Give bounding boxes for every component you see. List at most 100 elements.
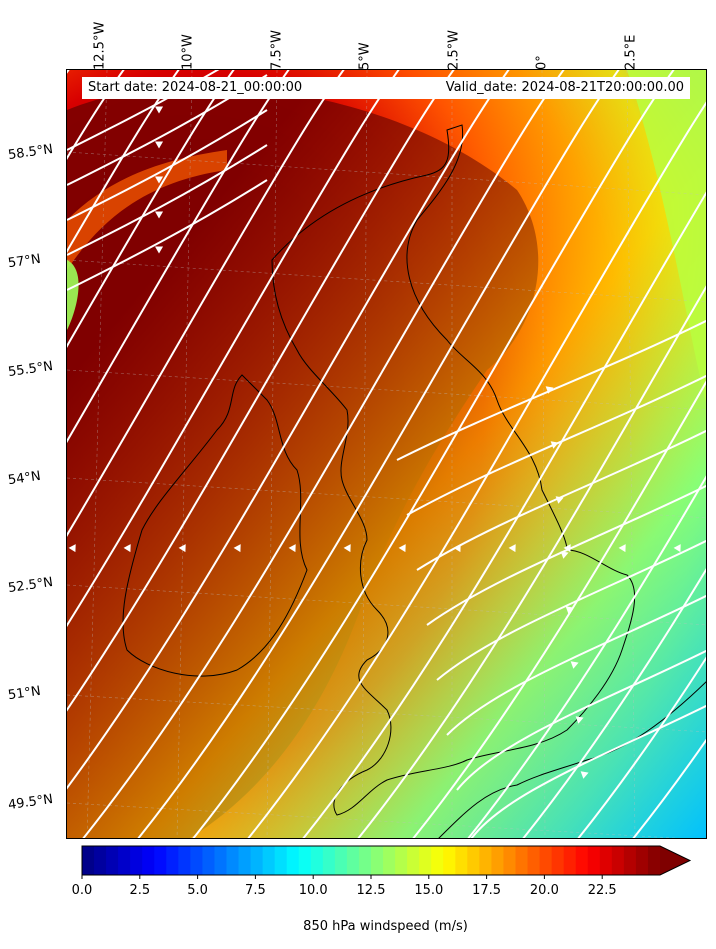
- colorbar-block: [383, 846, 396, 875]
- colorbar-block: [419, 846, 432, 875]
- colorbar-outline: [81, 845, 692, 876]
- colorbar-block: [599, 846, 613, 875]
- colorbar-block: [623, 846, 637, 875]
- colorbar-block: [298, 846, 312, 875]
- colorbar-block: [635, 846, 649, 875]
- colorbar-block: [371, 846, 384, 875]
- lat-label-57n: 57°N: [7, 251, 42, 272]
- colorbar-block: [142, 846, 155, 875]
- streamline-arrow: [178, 544, 186, 553]
- colorbar-tick-label: 2.5: [129, 883, 151, 898]
- colorbar-block: [274, 846, 288, 875]
- colorbar-block: [286, 846, 300, 875]
- streamline-arrow: [155, 141, 164, 149]
- colorbar-tick-label: 0.0: [71, 883, 93, 898]
- colorbar-block: [154, 846, 167, 875]
- map-panel: [66, 69, 707, 839]
- colorbar-ticks: [81, 875, 603, 879]
- lon-label-7-5w: 7.5°W: [269, 29, 285, 70]
- lon-label-10w: 10°W: [180, 34, 196, 70]
- graticule: [67, 70, 706, 838]
- coastline-france: [438, 681, 706, 838]
- colorbar-block: [563, 846, 577, 875]
- colorbar-block: [551, 846, 565, 875]
- colorbar-block: [455, 846, 468, 875]
- colorbar-block: [503, 846, 517, 875]
- streamline-arrow: [508, 544, 516, 553]
- colorbar-block: [202, 846, 216, 875]
- colorbar-block: [515, 846, 529, 875]
- lon-label-2-5w: 2.5°W: [446, 29, 462, 70]
- streamline: [470, 704, 706, 838]
- streamline-arrow: [155, 106, 164, 114]
- colorbar-blocks: [81, 845, 692, 876]
- colorbar-block: [358, 846, 372, 875]
- colorbar-block: [479, 846, 493, 875]
- streamline: [426, 484, 706, 626]
- streamline: [67, 109, 268, 221]
- colorbar-block: [527, 846, 541, 875]
- lat-label-58-5n: 58.5°N: [7, 141, 54, 164]
- streamline: [412, 380, 706, 838]
- lat-label-51n: 51°N: [7, 683, 42, 704]
- colorbar-block: [491, 846, 505, 875]
- streamline-arrow: [343, 544, 351, 553]
- colorbar-block: [250, 846, 264, 875]
- colorbar-block: [407, 846, 420, 875]
- streamline-arrow: [155, 176, 164, 184]
- streamline: [467, 475, 706, 838]
- colorbar-tick-label: 10.0: [298, 883, 328, 898]
- colorbar-block: [431, 846, 444, 875]
- colorbar-block: [346, 846, 360, 875]
- lon-label-0: 0°: [534, 55, 550, 70]
- streamline: [357, 285, 706, 838]
- streamline-arrow: [565, 606, 574, 614]
- lat-label-49-5n: 49.5°N: [7, 791, 54, 814]
- streamline-arrow: [618, 544, 626, 553]
- colorbar-block: [467, 846, 480, 875]
- colorbar-block: [130, 846, 143, 875]
- streamline-arrow: [155, 211, 164, 219]
- colorbar-block: [214, 846, 228, 875]
- windspeed-map: [67, 70, 706, 838]
- colorbar-block: [334, 846, 348, 875]
- lat-label-52-5n: 52.5°N: [7, 574, 54, 597]
- colorbar-block: [647, 846, 661, 875]
- colorbar-tick-label: 15.0: [414, 883, 444, 898]
- streamline: [416, 429, 706, 571]
- colorbar-block: [322, 846, 336, 875]
- lon-label-12-5w: 12.5°W: [92, 21, 108, 70]
- streamline: [247, 101, 706, 838]
- colorbar-tick-label: 20.0: [529, 883, 559, 898]
- streamline-arrow: [570, 661, 579, 669]
- coastline-ireland: [122, 374, 308, 677]
- colorbar-block: [310, 846, 324, 875]
- streamline: [67, 70, 220, 151]
- colorbar-extend-arrow: [660, 846, 690, 875]
- colorbar-block: [238, 846, 252, 875]
- colorbar-block: [539, 846, 553, 875]
- colorbar-block: [106, 846, 119, 875]
- streamline: [436, 539, 706, 681]
- colorbar-block: [443, 846, 456, 875]
- colorbar-title: 850 hPa windspeed (m/s): [303, 919, 468, 934]
- colorbar-block: [226, 846, 240, 875]
- streamline-arrow: [575, 716, 584, 724]
- colorbar-tick-label: 22.5: [587, 883, 617, 898]
- colorbar-block: [575, 846, 589, 875]
- colorbar-block: [587, 846, 601, 875]
- streamline: [522, 568, 706, 838]
- colorbar-tick-label: 7.5: [245, 883, 266, 898]
- streamline-arrow: [560, 551, 569, 559]
- lat-label-55-5n: 55.5°N: [7, 358, 54, 381]
- streamline-arrow: [123, 544, 131, 553]
- colorbar-block: [611, 846, 625, 875]
- streamline-arrow: [673, 544, 681, 553]
- streamline: [577, 656, 706, 838]
- field-nw-green: [67, 260, 79, 330]
- streamline-arrow: [550, 441, 559, 449]
- colorbar-tick-label: 12.5: [356, 883, 386, 898]
- lon-label-5w: 5°W: [357, 42, 373, 70]
- streamline-arrow: [555, 496, 564, 504]
- colorbar-block: [395, 846, 408, 875]
